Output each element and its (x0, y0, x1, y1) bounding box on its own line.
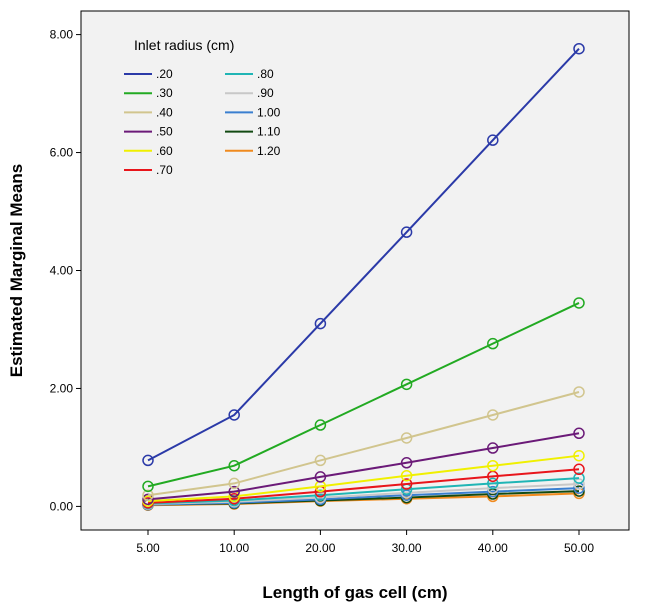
series-line (147, 482, 580, 506)
y-tick-label: 0.00 (50, 499, 74, 513)
data-point (228, 409, 240, 421)
data-point (400, 226, 413, 238)
data-point (314, 471, 327, 483)
data-point (487, 134, 499, 146)
data-point (487, 477, 499, 490)
x-tick-label: 20.00 (305, 541, 335, 555)
data-point (573, 297, 585, 309)
data-point (573, 485, 585, 497)
x-tick-label: 5.00 (136, 541, 160, 555)
data-point (487, 442, 499, 454)
legend: .20 .30 .40 .50 .60 .70 .80 .90 1.00 1.10 1.20 (124, 67, 281, 177)
series-p50 (142, 427, 585, 506)
legend-title: Inlet radius (cm) (134, 37, 234, 53)
data-point (487, 485, 499, 498)
data-point (314, 419, 327, 431)
series-p30 (142, 297, 585, 493)
y-tick-label: 8.00 (50, 28, 74, 42)
data-point (228, 485, 240, 498)
legend-label: .70 (156, 163, 173, 177)
legend-item: 1.00 (225, 105, 281, 119)
y-axis: 0.00 2.00 4.00 6.00 8.00 (50, 28, 81, 513)
series-line (147, 48, 580, 462)
data-point (400, 457, 413, 469)
legend-label: .20 (156, 67, 173, 81)
data-point (487, 409, 499, 421)
data-point (573, 386, 585, 398)
data-point (314, 454, 327, 467)
legend-item: .70 (124, 163, 173, 177)
y-tick-label: 4.00 (50, 264, 74, 278)
legend-label: .40 (156, 105, 173, 119)
legend-item: .40 (124, 105, 173, 119)
x-axis-title: Length of gas cell (cm) (262, 583, 447, 602)
data-point (400, 469, 413, 482)
legend-label: .30 (156, 86, 173, 100)
legend-label: .90 (257, 86, 274, 100)
y-tick-label: 6.00 (50, 146, 74, 160)
series-p40 (142, 386, 585, 501)
series-line (147, 468, 580, 504)
series-line (147, 454, 580, 503)
legend-label: .50 (156, 125, 173, 139)
data-point (400, 487, 413, 499)
legend-item: .80 (225, 67, 274, 81)
data-point (487, 459, 499, 472)
data-point (314, 489, 327, 501)
data-point (573, 449, 585, 462)
legend-label: .80 (257, 67, 274, 81)
legend-item: .50 (124, 125, 173, 139)
data-point (228, 477, 240, 490)
legend-label: .60 (156, 144, 173, 158)
legend-item: .90 (225, 86, 274, 100)
series-line (147, 432, 580, 501)
series-line (147, 391, 580, 497)
legend-label: 1.00 (257, 105, 281, 119)
data-point (573, 42, 585, 55)
series-p80 (142, 472, 585, 510)
series-line (147, 477, 580, 505)
data-point (314, 317, 327, 330)
data-point (142, 480, 154, 493)
y-axis-title: Estimated Marginal Means (7, 164, 26, 378)
data-point (400, 378, 413, 391)
series-line (147, 487, 580, 506)
legend-label: 1.20 (257, 144, 281, 158)
data-point (228, 459, 240, 472)
data-point (142, 454, 154, 467)
legend-item: .60 (124, 144, 173, 158)
x-tick-label: 10.00 (219, 541, 249, 555)
data-point (573, 472, 585, 484)
legend-label: 1.10 (257, 125, 281, 139)
y-tick-label: 2.00 (50, 381, 74, 395)
data-point (487, 337, 499, 350)
legend-item: .20 (124, 67, 173, 81)
series-layer (142, 42, 585, 511)
data-point (400, 478, 413, 490)
x-tick-label: 30.00 (392, 541, 422, 555)
x-axis: 5.00 10.00 20.00 30.00 40.00 50.00 (136, 530, 594, 555)
legend-item: .30 (124, 86, 173, 100)
x-tick-label: 40.00 (478, 541, 508, 555)
data-point (142, 489, 154, 501)
series-line (147, 302, 580, 488)
x-tick-label: 50.00 (564, 541, 594, 555)
legend-item: 1.10 (225, 125, 281, 139)
data-point (573, 463, 585, 476)
plot-area (80, 10, 630, 531)
data-point (573, 427, 585, 440)
series-p20 (142, 42, 585, 467)
legend-item: 1.20 (225, 144, 281, 158)
data-point (400, 432, 413, 444)
